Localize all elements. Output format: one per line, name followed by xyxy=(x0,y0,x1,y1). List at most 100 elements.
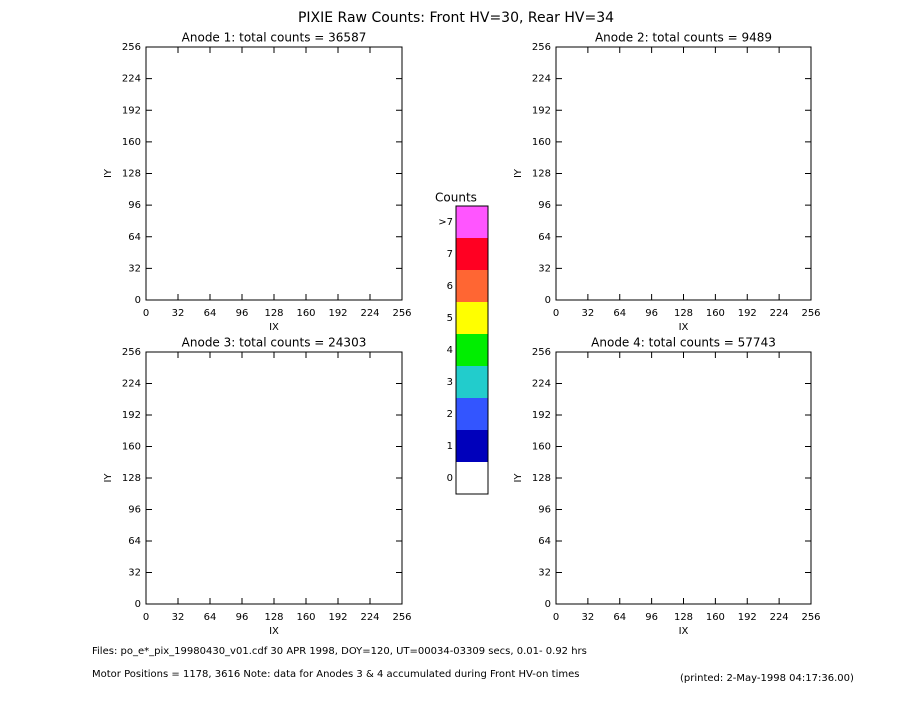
y-tick-label: 192 xyxy=(532,410,551,421)
y-tick-label: 256 xyxy=(532,42,551,53)
x-tick-label: 0 xyxy=(143,308,149,319)
colorbar-swatch xyxy=(456,302,488,334)
x-tick-label: 224 xyxy=(770,308,789,319)
colorbar-swatch xyxy=(456,334,488,366)
y-tick-label: 192 xyxy=(122,410,141,421)
y-tick-label: 64 xyxy=(538,536,551,547)
y-tick-label: 96 xyxy=(538,200,551,211)
y-tick-label: 224 xyxy=(532,74,551,85)
x-tick-label: 192 xyxy=(738,308,757,319)
y-tick-label: 256 xyxy=(122,347,141,358)
y-tick-label: 32 xyxy=(128,263,141,274)
colorbar-label: 7 xyxy=(447,249,453,260)
y-tick-label: 0 xyxy=(135,599,141,610)
plot-frame xyxy=(555,46,812,301)
y-tick-label: 32 xyxy=(538,263,551,274)
colorbar-swatch xyxy=(456,270,488,302)
footer-printed: (printed: 2-May-1998 04:17:36.00) xyxy=(680,673,854,684)
x-tick-label: 224 xyxy=(770,612,789,623)
x-tick-label: 192 xyxy=(738,612,757,623)
y-tick-label: 128 xyxy=(122,169,141,180)
plot-frame xyxy=(145,46,403,301)
x-tick-label: 160 xyxy=(296,308,315,319)
y-tick-label: 128 xyxy=(532,473,551,484)
y-tick-label: 160 xyxy=(532,442,551,453)
y-tick-label: 32 xyxy=(128,568,141,579)
panel-title: Anode 3: total counts = 24303 xyxy=(182,336,367,350)
colorbar-swatch xyxy=(456,462,488,494)
y-axis-label: IY xyxy=(513,168,524,178)
x-tick-label: 64 xyxy=(204,308,217,319)
y-tick-label: 0 xyxy=(545,295,551,306)
colorbar-frame xyxy=(455,205,489,495)
x-tick-label: 0 xyxy=(553,612,559,623)
figure-title: PIXIE Raw Counts: Front HV=30, Rear HV=3… xyxy=(298,10,614,26)
x-tick-label: 160 xyxy=(296,612,315,623)
x-tick-label: 96 xyxy=(236,308,249,319)
colorbar-swatch xyxy=(456,430,488,462)
y-tick-label: 256 xyxy=(532,347,551,358)
colorbar-swatch xyxy=(456,398,488,430)
x-tick-label: 256 xyxy=(801,612,820,623)
colorbar-label: >7 xyxy=(438,217,453,228)
y-tick-label: 256 xyxy=(122,42,141,53)
colorbar-label: 3 xyxy=(447,377,453,388)
x-tick-label: 160 xyxy=(706,612,725,623)
x-tick-label: 192 xyxy=(328,308,347,319)
x-tick-label: 32 xyxy=(582,612,595,623)
colorbar-label: 0 xyxy=(447,473,453,484)
x-tick-label: 64 xyxy=(204,612,217,623)
x-tick-label: 256 xyxy=(801,308,820,319)
colorbar-swatch xyxy=(456,238,488,270)
colorbar-label: 6 xyxy=(447,281,453,292)
x-tick-label: 128 xyxy=(264,612,283,623)
y-tick-label: 64 xyxy=(538,232,551,243)
y-tick-label: 32 xyxy=(538,568,551,579)
x-axis-label: IX xyxy=(269,322,279,333)
y-tick-label: 64 xyxy=(128,232,141,243)
y-tick-label: 160 xyxy=(122,137,141,148)
footer-motor: Motor Positions = 1178, 3616 Note: data … xyxy=(92,669,579,680)
x-tick-label: 32 xyxy=(172,612,185,623)
x-tick-label: 160 xyxy=(706,308,725,319)
colorbar-swatch xyxy=(456,206,488,238)
x-tick-label: 128 xyxy=(264,308,283,319)
x-axis-label: IX xyxy=(679,322,689,333)
panel-title: Anode 4: total counts = 57743 xyxy=(591,336,776,350)
y-tick-label: 224 xyxy=(532,379,551,390)
colorbar-label: 5 xyxy=(447,313,453,324)
x-tick-label: 128 xyxy=(674,308,693,319)
plot-frame xyxy=(145,351,403,605)
colorbar-swatch xyxy=(456,366,488,398)
y-tick-label: 96 xyxy=(128,200,141,211)
x-tick-label: 0 xyxy=(553,308,559,319)
x-tick-label: 96 xyxy=(645,308,658,319)
y-tick-label: 96 xyxy=(128,505,141,516)
x-tick-label: 256 xyxy=(392,308,411,319)
x-tick-label: 224 xyxy=(360,308,379,319)
y-tick-label: 192 xyxy=(122,105,141,116)
y-tick-label: 224 xyxy=(122,74,141,85)
x-tick-label: 0 xyxy=(143,612,149,623)
x-tick-label: 32 xyxy=(582,308,595,319)
y-tick-label: 96 xyxy=(538,505,551,516)
y-axis-label: IY xyxy=(103,168,114,178)
colorbar-label: 4 xyxy=(447,345,453,356)
x-tick-label: 192 xyxy=(328,612,347,623)
y-tick-label: 224 xyxy=(122,379,141,390)
panel-title: Anode 1: total counts = 36587 xyxy=(182,31,367,45)
x-tick-label: 64 xyxy=(613,612,626,623)
colorbar-label: 2 xyxy=(447,409,453,420)
y-tick-label: 0 xyxy=(135,295,141,306)
y-tick-label: 128 xyxy=(532,169,551,180)
x-tick-label: 96 xyxy=(645,612,658,623)
x-tick-label: 224 xyxy=(360,612,379,623)
y-tick-label: 192 xyxy=(532,105,551,116)
y-axis-label: IY xyxy=(103,473,114,483)
y-tick-label: 160 xyxy=(122,442,141,453)
y-tick-label: 0 xyxy=(545,599,551,610)
x-tick-label: 256 xyxy=(392,612,411,623)
y-axis-label: IY xyxy=(513,473,524,483)
panel-title: Anode 2: total counts = 9489 xyxy=(595,31,772,45)
